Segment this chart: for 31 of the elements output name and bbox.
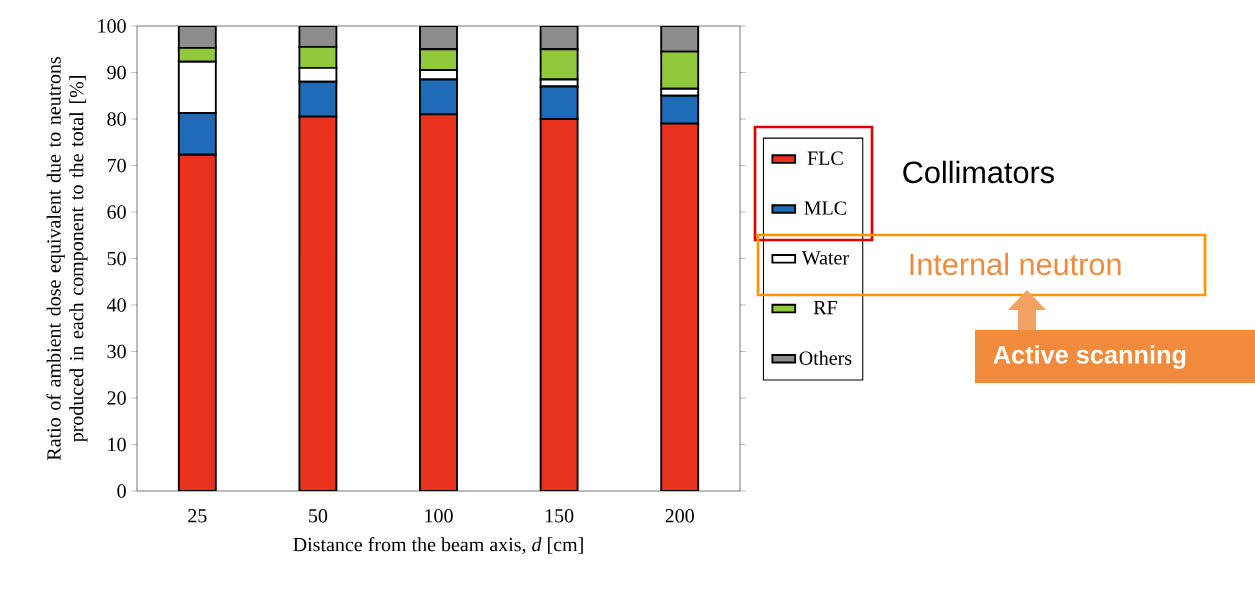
legend-label: FLC: [807, 151, 843, 165]
legend-label: Water: [801, 251, 849, 265]
y-tick-label: 20: [107, 391, 126, 405]
bar: [419, 113, 458, 491]
x-tick-label: 25: [188, 509, 207, 523]
x-tick-label: 150: [545, 509, 574, 523]
bar: [298, 115, 338, 491]
y-tick-label: 50: [107, 251, 126, 266]
y-tick-label: 100: [98, 19, 126, 33]
text: Active scanning: [993, 345, 1186, 369]
bar: [539, 118, 579, 491]
text: Collimators: [903, 160, 1054, 184]
y-tick-label: 70: [107, 158, 126, 173]
y-tick-label: 30: [107, 344, 126, 359]
y-tick-label: 90: [107, 65, 126, 80]
x-tick-label: 100: [425, 509, 453, 523]
y-axis-title: Ratio of ambient dose equivalent due to neutrons produced in each component to the total [%]: [46, 57, 88, 461]
legend-label: RF: [813, 301, 837, 315]
y-tick-label: 80: [107, 112, 126, 126]
y-tick-label: 60: [107, 205, 126, 219]
legend-label: MLC: [804, 201, 846, 215]
x-tick-label: 200: [665, 509, 694, 523]
bar: [660, 122, 700, 491]
legend-label: Others: [799, 350, 852, 365]
y-tick-label: 0: [117, 484, 126, 498]
y-tick-label: 40: [107, 298, 126, 312]
x-axis-title: Distance from the beam axis, d [cm]: [293, 537, 583, 555]
x-tick-label: 50: [309, 509, 328, 523]
bar: [177, 153, 217, 491]
y-tick-label: 10: [108, 437, 126, 452]
text: Internal neutron: [910, 252, 1121, 276]
